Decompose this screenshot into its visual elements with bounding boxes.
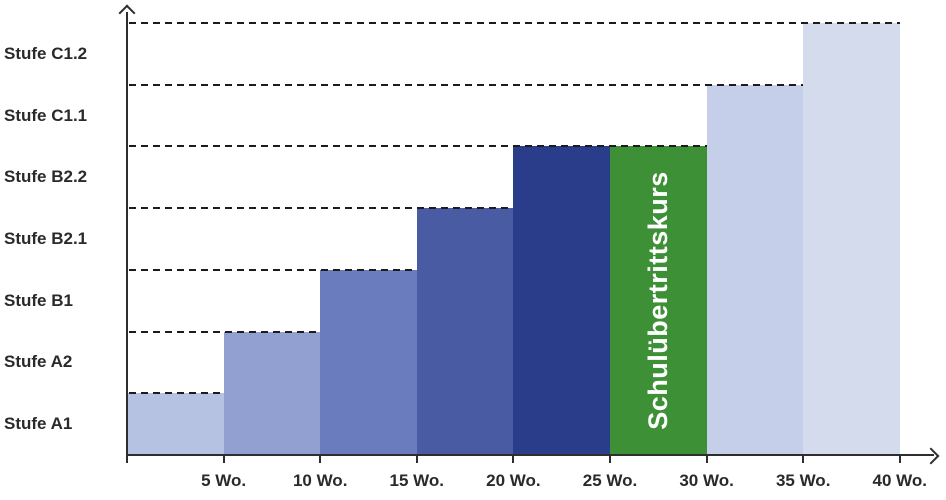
x-tick-15-wo. bbox=[415, 455, 418, 463]
y-level-label-stufe-b2.2: Stufe B2.2 bbox=[4, 167, 88, 187]
gridline-level-stufe-a2 bbox=[129, 330, 321, 333]
gridline-level-stufe-b2.2 bbox=[129, 145, 707, 148]
x-tick-20-wo. bbox=[512, 455, 515, 463]
bar-stufe-b1 bbox=[320, 269, 417, 455]
y-level-label-stufe-c1.1: Stufe C1.1 bbox=[4, 105, 88, 125]
y-level-label-stufe-a1: Stufe A1 bbox=[4, 414, 73, 434]
x-tick-label-5-wo.: 5 Wo. bbox=[201, 471, 247, 490]
x-axis bbox=[127, 454, 934, 456]
x-tick-10-wo. bbox=[319, 455, 322, 463]
x-tick-label-30-wo.: 30 Wo. bbox=[679, 471, 734, 490]
y-level-label-stufe-b1: Stufe B1 bbox=[4, 290, 73, 310]
x-tick-label-15-wo.: 15 Wo. bbox=[389, 471, 445, 490]
x-tick-5-wo. bbox=[222, 455, 225, 463]
gridline-level-stufe-b2.1 bbox=[129, 207, 514, 210]
x-tick-25-wo. bbox=[609, 455, 611, 463]
x-tick-30-wo. bbox=[705, 455, 708, 463]
bar-stufe-a1 bbox=[127, 393, 224, 455]
y-level-label-stufe-b2.1: Stufe B2.1 bbox=[4, 229, 88, 248]
bar-stufe-c1.1 bbox=[706, 84, 804, 455]
gridline-level-stufe-c1.1 bbox=[129, 83, 804, 86]
x-tick-label-20-wo.: 20 Wo. bbox=[486, 471, 541, 490]
x-tick-label-25-wo.: 25 Wo. bbox=[582, 471, 638, 490]
gridline-level-stufe-a1 bbox=[129, 392, 224, 395]
bar-stufe-b2.2 bbox=[513, 146, 610, 455]
x-tick-label-10-wo.: 10 Wo. bbox=[292, 471, 348, 490]
y-axis bbox=[126, 12, 128, 456]
gridline-level-stufe-c1.2 bbox=[129, 22, 900, 24]
x-tick-origin bbox=[126, 455, 128, 463]
y-level-label-stufe-a2: Stufe A2 bbox=[4, 352, 73, 372]
x-tick-40-wo. bbox=[898, 455, 901, 463]
bar-stufe-a2 bbox=[223, 331, 321, 455]
x-tick-35-wo. bbox=[802, 455, 805, 463]
gridline-level-stufe-b1 bbox=[129, 268, 417, 271]
bar-schuluebertrittskurs: Schulübertrittskurs bbox=[610, 146, 707, 455]
bar-stufe-b2.1 bbox=[416, 208, 514, 455]
x-tick-label-35-wo.: 35 Wo. bbox=[775, 471, 831, 490]
bar-stufe-c1.2 bbox=[803, 23, 900, 455]
x-tick-label-40-wo.: 40 Wo. bbox=[872, 471, 928, 490]
y-level-label-stufe-c1.2: Stufe C1.2 bbox=[4, 43, 88, 63]
